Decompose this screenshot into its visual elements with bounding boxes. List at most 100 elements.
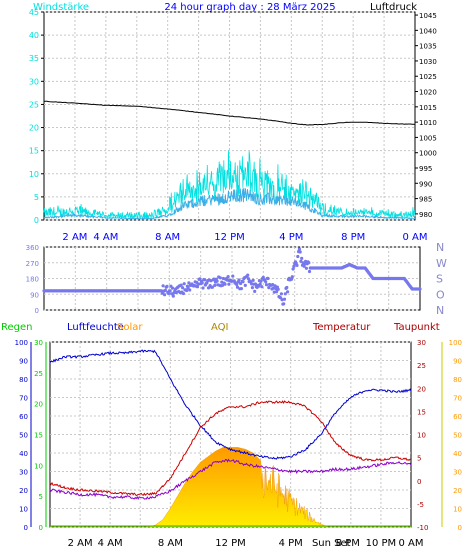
wind-direction-point [258,282,262,286]
pressure-label: Luftdruck [370,2,417,13]
panel1-ytick-left: 10 [29,170,39,179]
panel3-ytick-solar: 10 [453,506,462,514]
panel1-xtick: 8 AM [155,232,180,243]
wind-direction-point [179,283,183,287]
panel1-ytick-right: 995 [419,165,432,173]
wind-direction-point [285,285,289,290]
panel1-ytick-right: 1005 [419,134,437,142]
panel1-ytick-right: 1035 [419,43,437,51]
panel3-xtick: 8 AM [158,538,183,549]
panel3-ytick-temperature: 10 [417,432,426,440]
series-temperature [49,400,412,497]
wind-direction-point [296,254,300,259]
panel3-xtick: Sun Set [312,538,351,549]
panel3-xtick: 12 PM [215,538,246,549]
legend-temperature: Temperatur [312,322,371,333]
wind-direction-point [227,282,231,286]
wind-direction-point [246,273,250,277]
panel2-compass-letter: N [436,304,444,317]
wind-direction-point [212,277,216,281]
wind-direction-point [246,277,251,281]
panel3-ytick-temperature: 20 [417,385,426,393]
panel3-ytick-rain: 10 [34,462,43,470]
series-dewpoint [49,458,412,501]
wind-direction-point [182,282,186,286]
wind-direction-point [303,262,307,266]
wind-direction-point [187,281,191,285]
panel1-ytick-right: 1045 [419,12,437,20]
panel3-ytick-humidity: 100 [15,339,28,347]
legend-aqi: AQI [211,322,229,333]
panel1-ytick-left: 15 [29,147,39,156]
panel3-ytick-humidity: 30 [19,469,28,477]
wind-direction-point [282,302,286,306]
wind-direction-point [203,278,207,282]
wind-direction-point [223,282,227,286]
panel3-ytick-solar: 100 [449,339,462,347]
wind-direction-point [235,282,239,287]
panel1-ytick-right: 1025 [419,73,437,81]
wind-direction-point [298,250,302,254]
panel3-ytick-solar: 60 [453,413,462,421]
wind-direction-point [186,286,190,290]
panel3-xtick: 10 PM [366,538,397,549]
wind-direction-point [276,287,280,291]
wind-direction-point [250,286,254,290]
panel3-ytick-humidity: 60 [19,413,28,421]
wind-direction-point [292,264,296,268]
wind-direction-point [307,261,311,265]
panel1-ytick-left: 20 [29,124,39,133]
panel1-ytick-right: 980 [419,211,432,219]
panel3-ytick-rain: 5 [39,493,43,501]
wind-direction-point [295,263,299,267]
wind-direction-point [170,286,175,290]
wind-direction-point [282,297,287,301]
wind-direction-point [283,292,287,296]
panel3-ytick-temperature: -5 [417,501,424,509]
panel3-ytick-solar: 0 [458,524,462,532]
panel3-ytick-temperature: 30 [417,339,426,347]
panel3-xtick: 0 AM [398,538,423,549]
panel3-ytick-humidity: 90 [19,358,28,366]
wind-direction-point [215,279,219,283]
wind-direction-point [200,281,204,285]
panel1-ytick-right: 1000 [419,150,437,158]
panel1-ytick-left: 5 [34,193,39,202]
panel3-ytick-rain: 0 [39,524,43,532]
panel3-ytick-temperature: 5 [417,455,421,463]
wind-direction-point [163,288,167,292]
panel3-ytick-rain: 30 [34,339,43,347]
wind-direction-point [213,283,217,287]
panel1-ytick-right: 1040 [419,27,437,35]
wind-direction-point [280,298,284,302]
panel3-ytick-humidity: 70 [19,395,28,403]
wind-direction-point [271,286,276,290]
wind-direction-point [418,287,422,291]
wind-direction-point [160,291,164,295]
series-wind-speed [43,150,416,220]
panel1-xtick: 4 PM [279,232,303,243]
panel2-compass-letter: W [436,257,447,270]
wind-direction-point [253,282,258,286]
panel1-ytick-left: 30 [29,77,39,86]
panel3-ytick-solar: 80 [453,376,462,384]
panel3-ytick-rain: 15 [34,432,43,440]
wind-direction-point [171,294,175,298]
series-wind-avg [43,187,416,220]
wind-direction-point [239,281,243,286]
wind-direction-point [195,285,200,289]
wind-direction-point [243,283,247,287]
panel2-compass-letter: S [436,273,443,286]
wind-direction-point [286,290,290,294]
panel3-ytick-rain: 20 [34,401,43,409]
panel3-ytick-humidity: 50 [19,432,28,440]
series-solar [50,447,411,528]
panel3-ytick-humidity: 20 [19,487,28,495]
wind-direction-point [198,277,202,281]
panel1-xtick: 12 PM [214,232,245,243]
wind-direction-point [159,289,164,293]
panel2-compass-letter: N [436,241,444,254]
panel3-ytick-solar: 20 [453,487,462,495]
wind-direction-point [300,256,304,260]
